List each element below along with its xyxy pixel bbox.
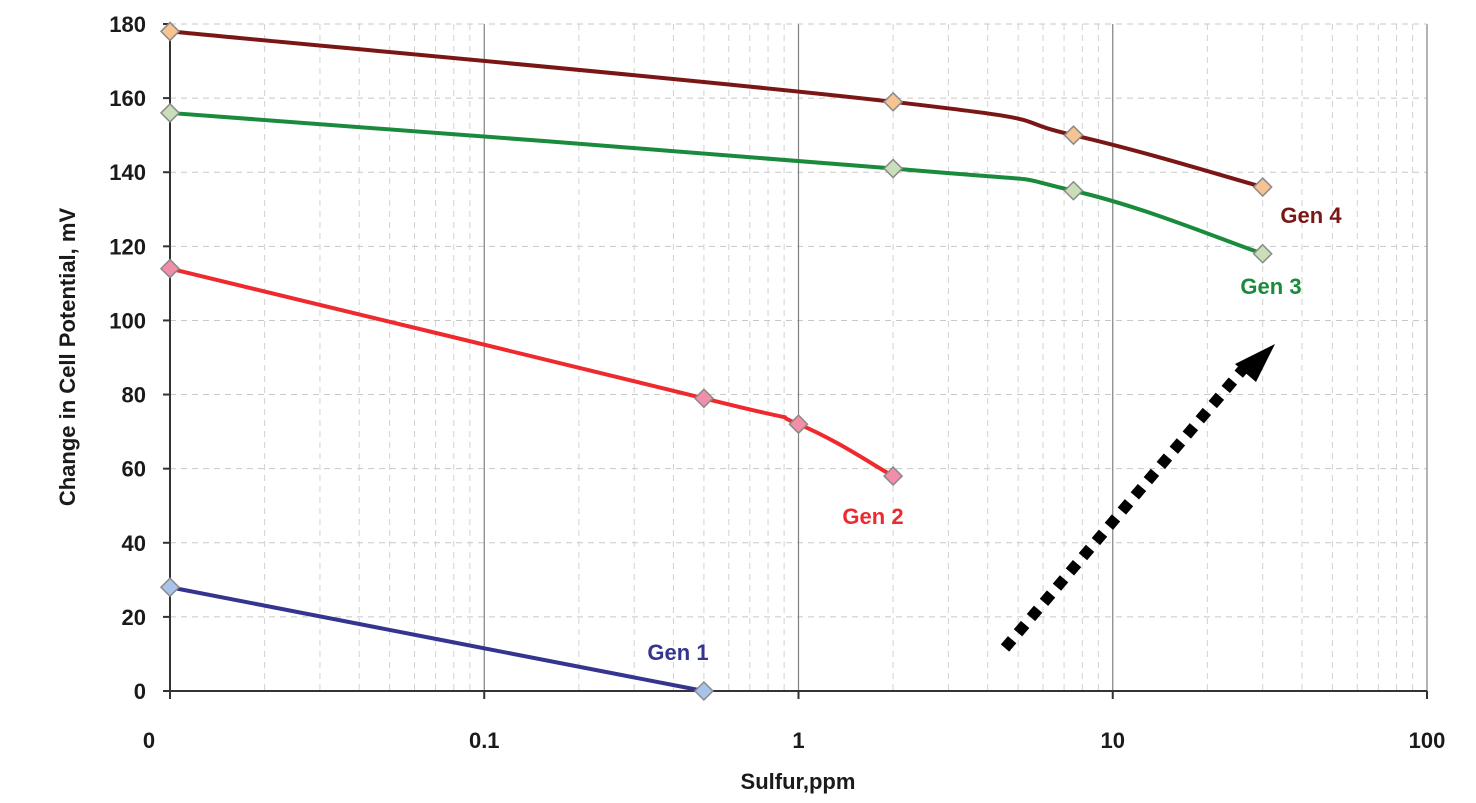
data-point-marker [788,414,809,435]
y-tick-label: 160 [109,86,146,111]
x-axis-title: Sulfur,ppm [741,769,856,794]
data-point-marker [693,680,714,702]
y-tick-label: 60 [122,457,146,482]
series-label-gen-4: Gen 4 [1280,203,1342,228]
y-tick-label: 0 [134,679,146,704]
data-point-marker [1252,176,1273,198]
data-point-marker [159,102,181,123]
data-point-marker [159,577,181,598]
y-tick-label: 140 [109,160,146,185]
x-tick-label: 1 [792,728,804,753]
y-tick-label: 20 [122,605,146,630]
y-tick-label: 100 [109,308,146,333]
series-line-gen-2 [169,266,895,478]
data-point-marker [883,158,904,179]
series-line-gen-3 [169,110,1264,256]
trend-arrow [1000,344,1275,652]
series-line-gen-1 [169,585,705,693]
labels: Gen 1 Gen 2 Gen 3 Gen 4 [647,203,1342,665]
y-tick-label: 180 [109,12,146,37]
data-point-marker [159,258,181,279]
data-point-marker [159,21,181,42]
series-label-gen-2: Gen 2 [842,504,903,529]
data-point-marker [883,466,904,487]
y-axis-title: Change in Cell Potential, mV [55,208,80,507]
x-tick-label: 100 [1409,728,1446,753]
data-point-marker [693,388,714,409]
series-line-gen-4 [169,29,1264,189]
data-point-marker [883,91,904,112]
x-tick-label: 10 [1101,728,1125,753]
data-point-marker [1252,243,1273,264]
y-tick-label: 40 [122,531,146,556]
y-tick-label: 80 [122,383,146,408]
series-lines [169,29,1264,693]
grid [170,23,1428,691]
x-tick-label: 0 [143,728,155,753]
trend-arrow-shaft [1000,364,1249,652]
data-point-marker [1063,125,1084,146]
x-tick-label: 0.1 [469,728,500,753]
series-label-gen-3: Gen 3 [1240,274,1301,299]
series-markers [159,21,1273,702]
data-point-marker [1063,180,1084,201]
trend-arrow-head [1235,344,1275,382]
y-tick-label: 120 [109,234,146,259]
series-label-gen-1: Gen 1 [647,640,708,665]
